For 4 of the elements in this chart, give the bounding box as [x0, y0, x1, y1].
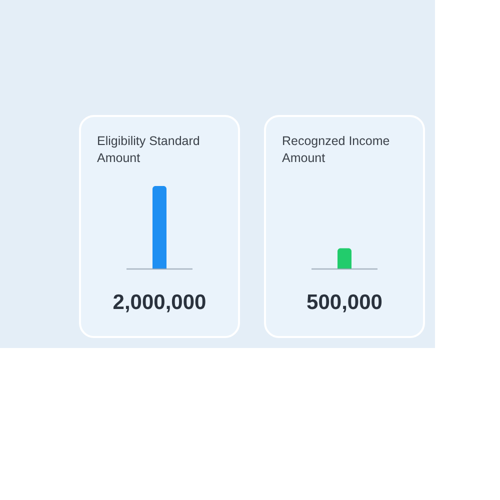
x-tick-label: Eligibility Standard Amount	[97, 134, 200, 165]
data-label: 500,000	[306, 291, 382, 314]
data-label: 2,000,000	[112, 291, 206, 314]
x-tick-label: Recognzed Income Amount	[282, 134, 390, 165]
